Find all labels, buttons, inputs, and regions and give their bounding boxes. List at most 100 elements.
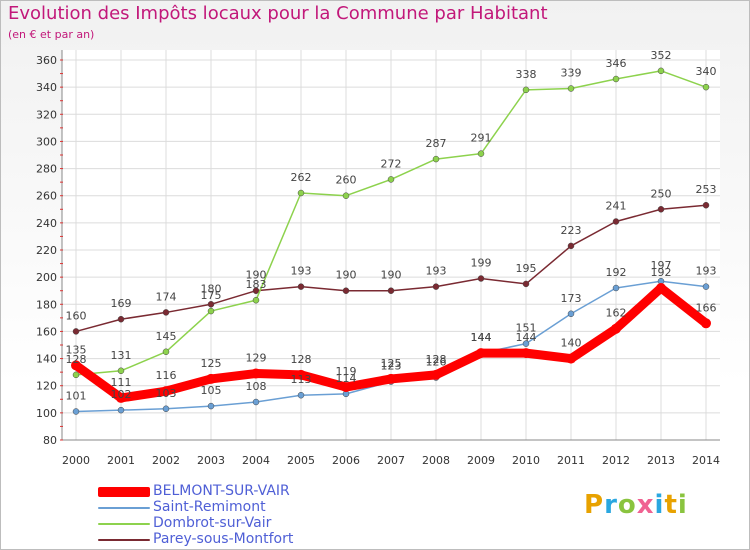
data-label: 131 (111, 349, 132, 362)
data-point (72, 328, 80, 335)
x-tick-label: 2007 (377, 454, 405, 467)
y-tick-label: 240 (36, 217, 57, 230)
data-point (386, 373, 396, 384)
data-label: 144 (516, 331, 537, 344)
data-point (431, 369, 441, 380)
data-label: 113 (291, 373, 312, 386)
data-label: 173 (561, 292, 582, 305)
data-label: 102 (111, 388, 132, 401)
data-point (611, 323, 621, 334)
data-point (477, 150, 485, 157)
data-point (612, 75, 620, 83)
data-point (207, 307, 215, 315)
data-label: 190 (336, 269, 357, 282)
logo-letter: r (604, 490, 618, 520)
data-point (566, 353, 576, 364)
data-point (432, 155, 440, 163)
data-label: 140 (561, 337, 582, 350)
proxiti-logo: Proxiti (584, 490, 688, 520)
y-tick-label: 120 (36, 380, 57, 393)
data-point (567, 242, 575, 250)
data-point (162, 348, 170, 356)
data-point (476, 348, 486, 359)
data-point (522, 280, 530, 288)
data-label: 193 (291, 265, 312, 278)
x-tick-label: 2001 (107, 454, 135, 467)
data-point (297, 283, 305, 290)
data-point (117, 315, 125, 323)
data-point (432, 283, 440, 290)
y-tick-label: 180 (36, 298, 57, 311)
data-point (207, 402, 215, 410)
x-tick-label: 2014 (692, 454, 720, 467)
data-label: 192 (651, 266, 672, 279)
y-tick-label: 260 (36, 190, 57, 203)
data-point (521, 348, 531, 359)
data-label: 169 (111, 297, 132, 310)
data-label: 125 (201, 357, 222, 370)
data-label: 190 (246, 269, 267, 282)
data-label: 340 (696, 65, 717, 78)
x-tick-label: 2010 (512, 454, 540, 467)
legend-swatch (98, 507, 150, 509)
legend-label: Parey-sous-Montfort (153, 531, 294, 547)
logo-letter: i (654, 490, 665, 520)
data-label: 128 (426, 353, 447, 366)
x-tick-label: 2009 (467, 454, 495, 467)
data-label: 166 (696, 301, 717, 314)
data-label: 160 (66, 309, 87, 322)
x-tick-label: 2004 (242, 454, 270, 467)
x-tick-label: 2008 (422, 454, 450, 467)
logo-letter: t (664, 490, 678, 520)
data-label: 114 (336, 372, 357, 385)
data-label: 128 (66, 353, 87, 366)
data-point (522, 340, 530, 347)
data-label: 339 (561, 67, 582, 80)
data-label: 197 (651, 259, 672, 272)
data-label: 162 (606, 307, 627, 320)
data-point (252, 287, 260, 294)
data-label: 241 (606, 200, 627, 213)
data-label: 151 (516, 322, 537, 335)
x-tick-label: 2013 (647, 454, 675, 467)
data-point (702, 201, 710, 209)
y-tick-label: 220 (36, 244, 57, 257)
data-label: 105 (201, 384, 222, 397)
data-label: 193 (426, 265, 447, 278)
data-point (657, 206, 665, 213)
data-label: 192 (606, 266, 627, 279)
data-label: 180 (201, 282, 222, 295)
y-tick-label: 320 (36, 108, 57, 121)
data-label: 193 (696, 265, 717, 278)
data-point (567, 85, 575, 92)
y-tick-label: 360 (36, 54, 57, 67)
data-label: 199 (471, 257, 492, 270)
chart-subtitle: (en € et par an) (8, 28, 95, 41)
data-point (341, 382, 351, 393)
y-tick-label: 300 (36, 135, 57, 148)
data-label: 260 (336, 174, 357, 187)
data-point (71, 360, 81, 371)
data-point (702, 283, 710, 290)
data-point (701, 318, 711, 329)
legend-swatch (98, 487, 150, 497)
data-point (656, 283, 666, 293)
data-point (117, 406, 125, 414)
x-tick-label: 2005 (287, 454, 315, 467)
data-point (612, 284, 620, 292)
data-point (522, 86, 530, 94)
data-point (207, 301, 215, 308)
x-tick-label: 2003 (197, 454, 225, 467)
legend-item-parey: Parey-sous-Montfort (98, 531, 358, 548)
data-label: 123 (381, 360, 402, 373)
legend-label: Saint-Remimont (153, 499, 266, 515)
data-point (567, 310, 575, 318)
y-tick-label: 200 (36, 271, 57, 284)
data-label: 183 (246, 278, 267, 291)
x-tick-label: 2011 (557, 454, 585, 467)
legend-item-belmont: BELMONT-SUR-VAIR (98, 483, 358, 500)
data-label: 101 (66, 390, 87, 403)
y-tick-label: 280 (36, 163, 57, 176)
data-label: 262 (291, 171, 312, 184)
